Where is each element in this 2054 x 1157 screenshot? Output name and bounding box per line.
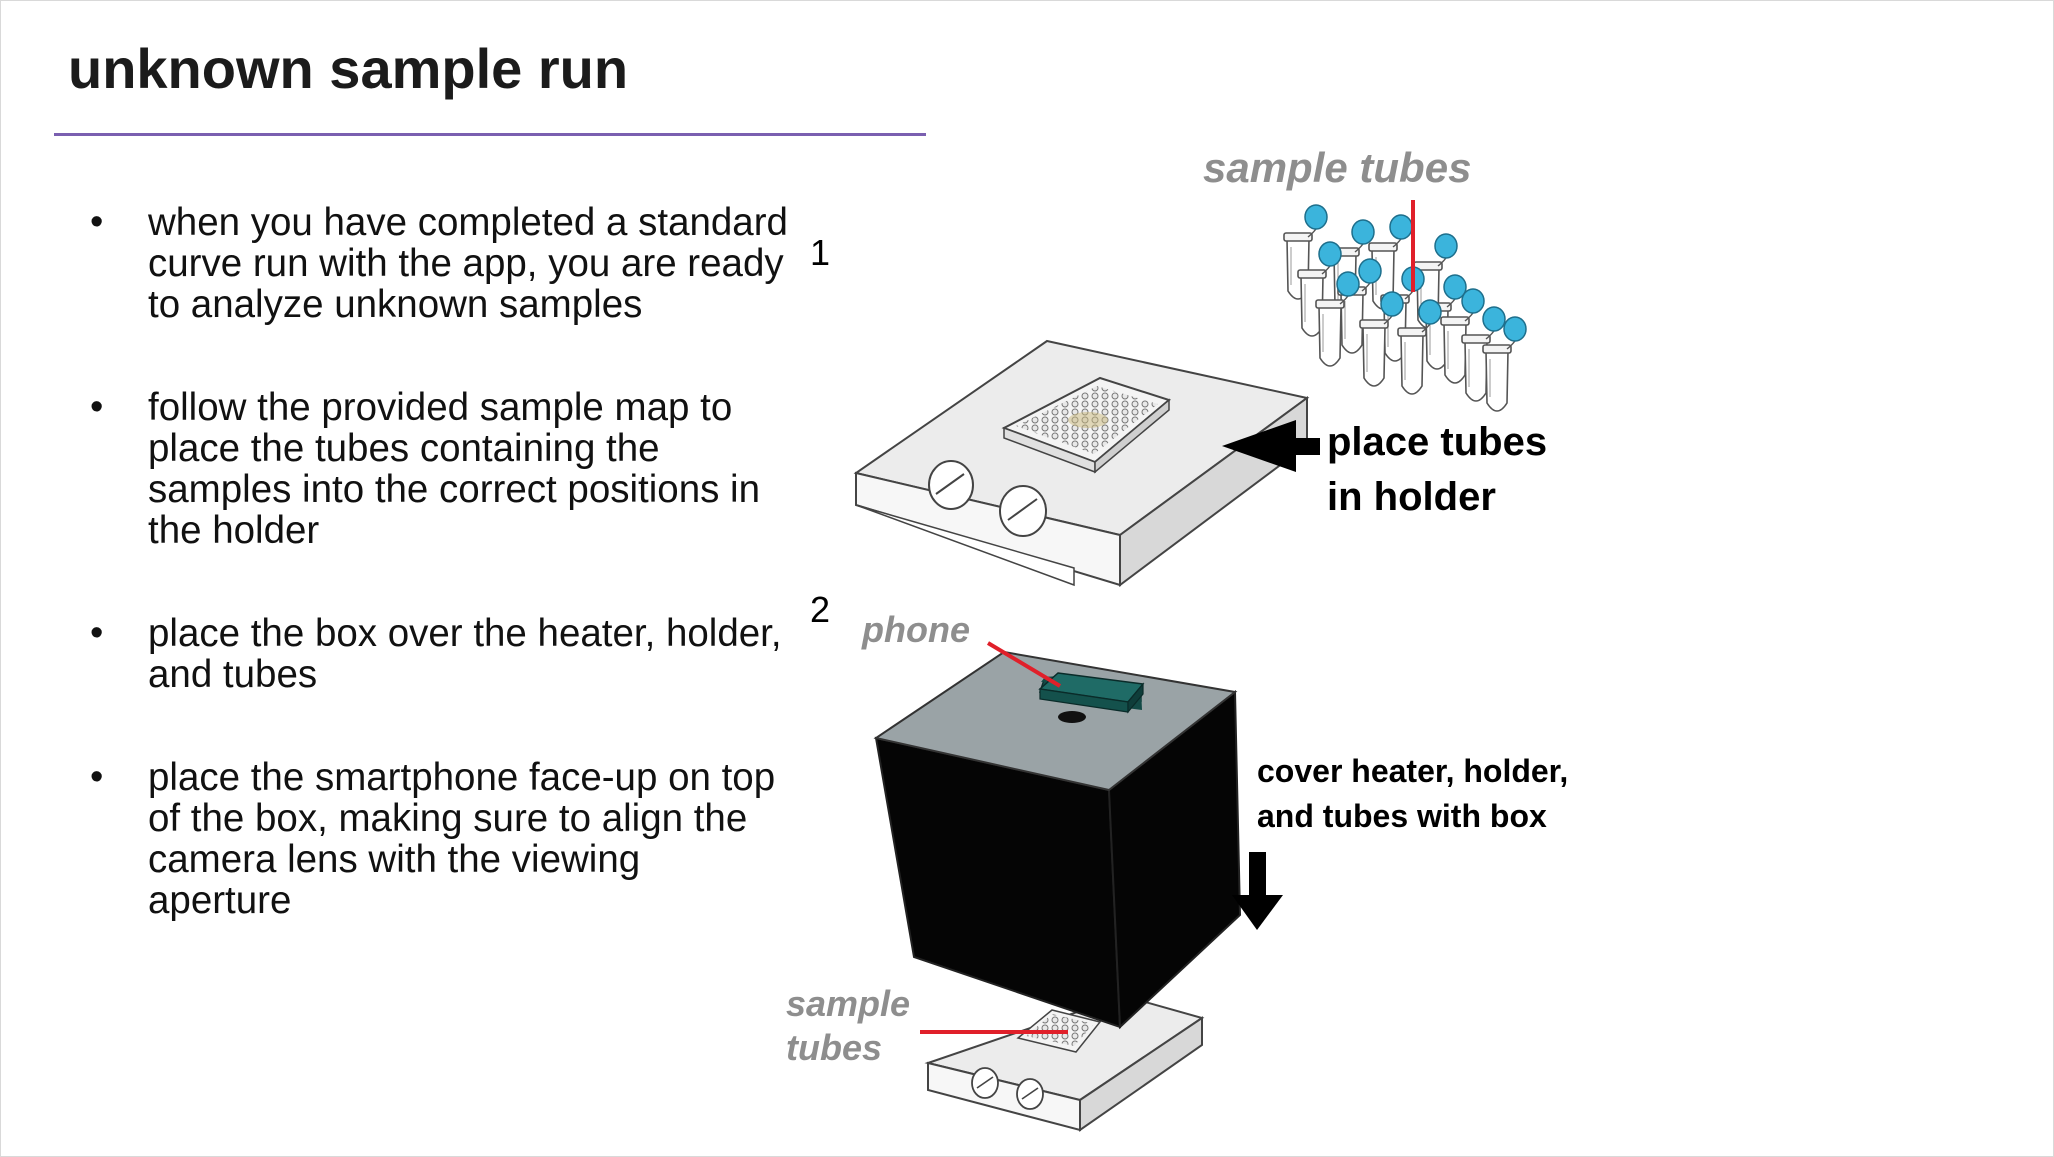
bullet-dot: •: [90, 201, 104, 243]
slide-title: unknown sample run: [68, 37, 629, 100]
step-number-2: 2: [810, 589, 830, 630]
cover-label-line1: cover heater, holder,: [1257, 753, 1568, 789]
place-tubes-label-line2: in holder: [1327, 475, 1496, 519]
heater-block-2: [924, 994, 1205, 1132]
title-underline: [54, 133, 926, 136]
sample-tubes-bottom-label-line2: tubes: [786, 1027, 882, 1068]
bullet-list: • when you have completed a standard cur…: [88, 201, 788, 922]
bullet-item: • follow the provided sample map to plac…: [88, 386, 788, 552]
pointer-line: [986, 641, 1062, 688]
sample-tubes-label: sample tubes: [1203, 144, 1471, 191]
bullet-dot: •: [90, 612, 104, 654]
step-number-1: 1: [810, 232, 830, 273]
bullet-item: • when you have completed a standard cur…: [88, 201, 788, 326]
bullet-text: place the smartphone face-up on top of t…: [148, 756, 776, 922]
cover-label-line2: and tubes with box: [1257, 798, 1547, 834]
place-tubes-label-line1: place tubes: [1327, 420, 1547, 464]
sample-tubes-group: [1283, 204, 1527, 412]
bullet-item: • place the smartphone face-up on top of…: [88, 756, 788, 922]
smartphone: [1038, 672, 1145, 714]
bullet-text: place the box over the heater, holder, a…: [148, 612, 782, 696]
viewing-aperture: [1058, 711, 1086, 723]
light-box: [873, 650, 1242, 1030]
bullet-dot: •: [90, 756, 104, 798]
arrow-left-icon: [1222, 420, 1320, 472]
sample-tubes-bottom-label-line1: sample: [786, 983, 910, 1024]
arrow-down-icon: [1232, 852, 1283, 930]
bullet-text: follow the provided sample map to place …: [148, 386, 761, 552]
tube-holder-1: [1001, 376, 1172, 474]
bullet-dot: •: [90, 386, 104, 428]
knob: [999, 485, 1047, 537]
bullet-item: • place the box over the heater, holder,…: [88, 612, 788, 696]
phone-label: phone: [861, 609, 970, 650]
bullet-text: when you have completed a standard curve…: [148, 201, 788, 326]
knob: [928, 460, 974, 510]
